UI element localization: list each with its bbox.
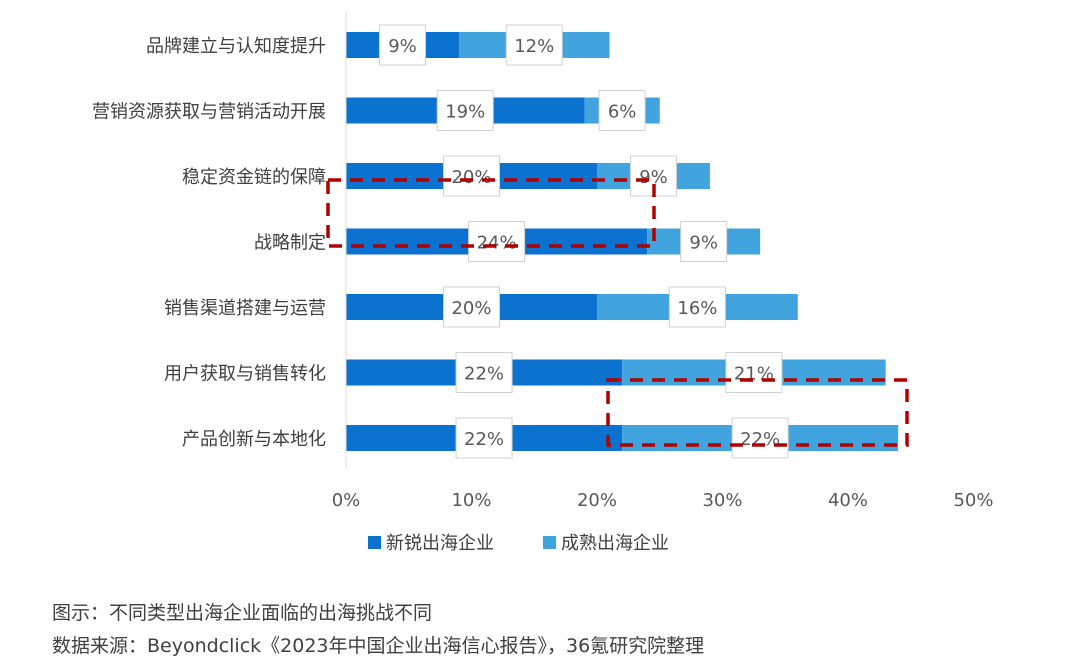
category-label: 品牌建立与认知度提升 xyxy=(146,36,326,57)
stacked-bar-chart: 品牌建立与认知度提升营销资源获取与营销活动开展稳定资金链的保障战略制定销售渠道搭… xyxy=(92,12,994,554)
legend-swatch xyxy=(543,536,556,549)
data-label: 24% xyxy=(477,233,517,254)
chart-caption: 图示：不同类型出海企业面临的出海挑战不同 xyxy=(52,602,433,624)
highlight-box xyxy=(326,178,656,248)
data-label: 20% xyxy=(451,167,491,188)
data-label-box xyxy=(731,417,789,459)
data-label: 12% xyxy=(514,36,554,57)
x-tick-label: 40% xyxy=(828,490,868,511)
x-axis-ticks: 0% 10% 20% 30% 40% 50% xyxy=(332,490,994,511)
category-label: 稳定资金链的保障 xyxy=(182,167,326,188)
data-label-box xyxy=(443,286,500,328)
category-label: 战略制定 xyxy=(254,233,326,254)
legend: 新锐出海企业 成熟出海企业 xyxy=(368,533,669,554)
highlight-box xyxy=(606,378,909,447)
data-label-box xyxy=(468,221,526,262)
category-label: 营销资源获取与营销活动开展 xyxy=(92,102,326,123)
category-label: 产品创新与本地化 xyxy=(182,429,326,450)
category-label: 销售渠道搭建与运营 xyxy=(164,298,326,319)
data-labels: 9% 12%19% 6%20% 9%24% 9%20% 16%22% 21%22% 22% xyxy=(378,24,789,459)
data-label: 16% xyxy=(677,298,717,319)
data-label-box xyxy=(455,352,513,393)
legend-label: 新锐出海企业 xyxy=(386,533,494,554)
legend-label: 成熟出海企业 xyxy=(561,533,669,554)
x-tick-label: 10% xyxy=(451,490,491,511)
data-label: 20% xyxy=(451,298,491,319)
data-label-box xyxy=(725,352,783,393)
data-label-box xyxy=(436,90,494,131)
data-label: 22% xyxy=(740,429,780,450)
data-label: 9% xyxy=(639,167,668,188)
data-label-box xyxy=(378,24,426,66)
data-label-box xyxy=(505,24,563,66)
x-tick-label: 30% xyxy=(702,490,742,511)
data-label: 22% xyxy=(464,364,504,385)
data-label: 9% xyxy=(388,36,417,57)
data-label-box xyxy=(455,417,513,459)
data-label: 9% xyxy=(689,233,718,254)
x-tick-label: 0% xyxy=(332,490,361,511)
data-label: 22% xyxy=(464,429,504,450)
category-labels: 品牌建立与认知度提升营销资源获取与营销活动开展稳定资金链的保障战略制定销售渠道搭… xyxy=(92,36,326,450)
data-label-box xyxy=(598,90,646,131)
data-label-box xyxy=(443,155,500,197)
legend-swatch xyxy=(368,536,381,549)
x-tick-label: 50% xyxy=(953,490,993,511)
data-label: 19% xyxy=(445,102,485,123)
highlight-boxes xyxy=(326,178,909,447)
data-label-box xyxy=(668,286,726,328)
data-label: 6% xyxy=(608,102,637,123)
data-label-box xyxy=(680,221,728,262)
x-tick-label: 20% xyxy=(577,490,617,511)
category-label: 用户获取与销售转化 xyxy=(164,364,326,385)
data-source: 数据来源：Beyondclick《2023年中国企业出海信心报告》，36氪研究院… xyxy=(52,635,705,657)
